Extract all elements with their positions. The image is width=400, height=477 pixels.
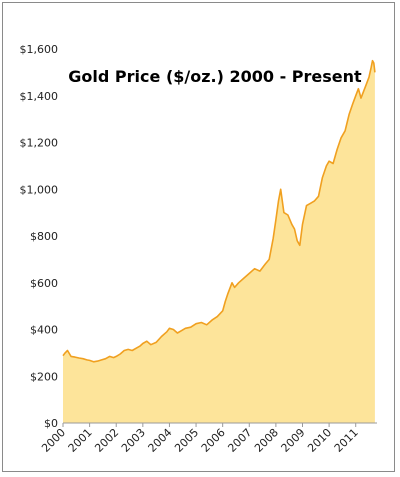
y-tick-label: $800 [30, 230, 58, 243]
y-tick-label: $0 [44, 417, 58, 430]
chart-frame: $0 $200 $400 $600 $800 $1,000 $1,200 $1,400 $1,6… [2, 2, 395, 472]
x-tick-label: 2009 [279, 426, 308, 455]
series-line [62, 59, 376, 363]
x-tick-label: 2011 [332, 426, 361, 455]
x-tick-label: 2007 [225, 426, 254, 455]
x-tick-label: 2010 [305, 426, 334, 455]
x-tick-label: 2002 [92, 426, 121, 455]
y-tick-label: $1,200 [20, 137, 59, 150]
y-tick-label: $1,000 [20, 183, 59, 196]
x-tick-label: 2003 [119, 426, 148, 455]
series-area-fill [63, 60, 375, 423]
x-tick-label: 2001 [66, 426, 95, 455]
y-tick-label: $600 [30, 277, 58, 290]
x-tick-label: 2008 [252, 426, 281, 455]
x-tick-label: 2004 [146, 426, 175, 455]
x-tick-label: 2000 [39, 426, 68, 455]
y-tick-label: $1,600 [20, 43, 59, 56]
y-tick-label: $1,400 [20, 90, 59, 103]
y-tick-label: $400 [30, 324, 58, 337]
y-tick-label: $200 [30, 370, 58, 383]
x-tick-label: 2005 [172, 426, 201, 455]
gold-price-chart: $0 $200 $400 $600 $800 $1,000 $1,200 $1,400 $1,6… [20, 43, 377, 455]
x-tick-label: 2006 [199, 426, 228, 455]
chart-title: Gold Price ($/oz.) 2000 - Present [68, 67, 362, 86]
